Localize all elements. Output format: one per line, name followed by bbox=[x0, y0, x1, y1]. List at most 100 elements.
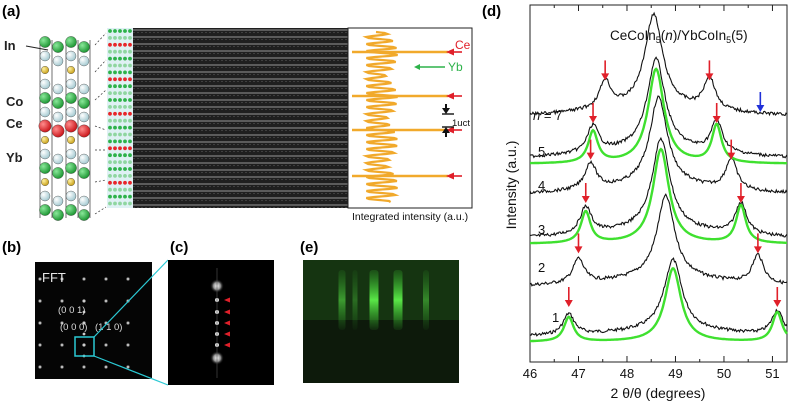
ce-column-atom bbox=[128, 77, 132, 82]
yb-column-atom bbox=[108, 98, 112, 102]
yb-atom bbox=[65, 204, 77, 216]
yb-column-atom bbox=[118, 29, 122, 33]
fft-spot bbox=[103, 320, 109, 326]
yb-column-atom bbox=[113, 84, 117, 89]
yb-column-atom bbox=[118, 153, 122, 158]
yb-column-atom bbox=[123, 194, 127, 199]
in-atom bbox=[52, 111, 64, 123]
ce-column-atom bbox=[108, 42, 112, 47]
zoom-arrow bbox=[224, 331, 230, 337]
yb-column-atom bbox=[128, 29, 132, 33]
yb-column-atom bbox=[128, 91, 132, 95]
x-axis-ticks: 46 47 48 49 50 51 bbox=[523, 5, 780, 381]
series-label: 3 bbox=[538, 222, 545, 237]
ce-column-atom bbox=[128, 146, 132, 151]
unit-cell-marker bbox=[442, 104, 454, 137]
satellite-arrows bbox=[564, 60, 782, 307]
yb-column-atom bbox=[118, 84, 122, 89]
ce-column-atom bbox=[123, 146, 127, 151]
yb-atom bbox=[52, 167, 64, 179]
x-tick-label: 47 bbox=[571, 366, 585, 381]
yb-column-atom bbox=[118, 187, 122, 192]
yb-column-atom bbox=[128, 160, 132, 165]
yb-atom bbox=[78, 167, 90, 179]
in-atom bbox=[52, 83, 64, 95]
ce-arrow-head bbox=[446, 48, 454, 56]
xrd-curves bbox=[529, 11, 788, 343]
in-atom bbox=[39, 148, 51, 160]
xrd-data-curve bbox=[529, 95, 788, 195]
projection-line bbox=[94, 32, 107, 46]
fft-satellite-spot bbox=[82, 332, 86, 336]
in-atom bbox=[39, 50, 51, 62]
fft-zoom-spots bbox=[210, 268, 230, 378]
yb-column-atom bbox=[108, 174, 112, 178]
satellite-arrow-head bbox=[574, 246, 583, 254]
y-axis-label: Intensity (a.u.) bbox=[503, 141, 519, 230]
in-atom bbox=[65, 148, 77, 160]
yb-column-atom bbox=[118, 118, 122, 123]
rheed-streaks bbox=[338, 270, 429, 330]
yb-column-atom bbox=[123, 56, 127, 61]
yb-column-atom bbox=[118, 194, 122, 199]
yb-column-atom bbox=[128, 167, 132, 171]
yb-column-atom bbox=[128, 63, 132, 68]
yb-column-atom bbox=[123, 63, 127, 68]
yb-atom bbox=[52, 97, 64, 109]
yb-column-atom bbox=[113, 132, 117, 137]
yb-column-atom bbox=[128, 194, 132, 199]
yb-atom bbox=[78, 41, 90, 53]
yb-column-atom bbox=[123, 132, 127, 137]
yb-atom bbox=[52, 209, 64, 221]
yb-column-atom bbox=[123, 70, 127, 75]
yb-column-atom bbox=[123, 36, 127, 40]
ce-atom bbox=[38, 119, 52, 133]
yb-atom bbox=[78, 209, 90, 221]
xrd-plot-frame bbox=[529, 4, 788, 363]
yb-column-atom bbox=[108, 49, 112, 54]
ce-arrow-head bbox=[446, 172, 454, 180]
yb-arrow-head bbox=[414, 64, 420, 70]
zoom-arrow bbox=[224, 320, 230, 326]
xrd-data-curve bbox=[529, 136, 788, 238]
atom-label-ce: Ce bbox=[6, 116, 23, 131]
yb-column-atom bbox=[113, 56, 117, 61]
satellite-arrow-head bbox=[586, 152, 595, 160]
yb-column-atom bbox=[123, 105, 127, 109]
atom-column-strip bbox=[107, 28, 133, 208]
co-atom bbox=[66, 135, 75, 144]
xrd-data-curve bbox=[529, 193, 788, 287]
fft-spot bbox=[37, 342, 43, 348]
fft-spot bbox=[37, 320, 43, 326]
fft-spot bbox=[81, 364, 87, 370]
ce-atom bbox=[51, 124, 65, 138]
yb-column-atom bbox=[113, 167, 117, 171]
in-atom bbox=[65, 78, 77, 90]
series-n-labels: 1 2 3 4 5 n = 7 bbox=[533, 108, 562, 325]
panel-label-e: (e) bbox=[300, 239, 318, 256]
projection-line bbox=[94, 179, 107, 183]
yb-column-atom bbox=[128, 98, 132, 102]
yb-atom bbox=[39, 92, 51, 104]
projection-line bbox=[94, 206, 107, 215]
zoom-line-bottom bbox=[93, 355, 169, 386]
series-label: 5 bbox=[538, 144, 545, 159]
unit-cell-label: 1uct bbox=[452, 118, 470, 129]
yb-column-atom bbox=[128, 125, 132, 130]
fft-index-110: (1 1 0) bbox=[95, 322, 122, 333]
projection-line bbox=[94, 89, 107, 101]
ce-column-atom bbox=[118, 180, 122, 185]
x-tick-label: 50 bbox=[717, 366, 731, 381]
fft-satellite-spot bbox=[82, 310, 86, 314]
fft-spot bbox=[125, 320, 131, 326]
x-tick-label: 48 bbox=[620, 366, 634, 381]
x-axis-label: 2 θ/θ (degrees) bbox=[611, 385, 706, 401]
ce-arrow-head bbox=[446, 92, 454, 100]
in-atom bbox=[78, 111, 90, 123]
ce-column-atom bbox=[108, 180, 112, 185]
ce-column-atom bbox=[108, 77, 112, 82]
ce-column-atom bbox=[113, 77, 117, 82]
fft-spot bbox=[103, 276, 109, 282]
yb-column-atom bbox=[128, 49, 132, 54]
yb-column-atom bbox=[113, 49, 117, 54]
